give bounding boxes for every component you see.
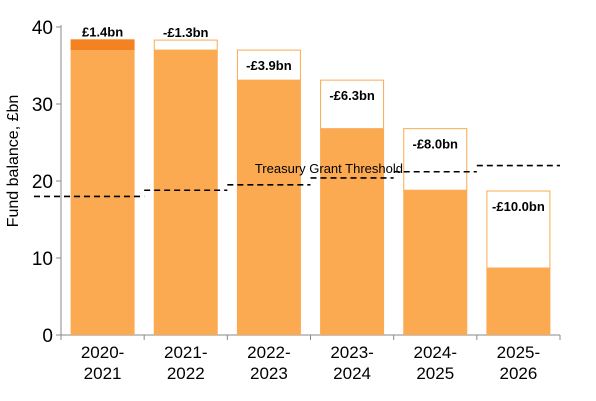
data-label: -£10.0bn: [492, 199, 545, 214]
y-tick-label: 0: [42, 326, 53, 347]
x-tick-label: 2023-2024: [330, 343, 373, 383]
data-label: £1.4bn: [82, 24, 123, 39]
y-tick-label: 20: [32, 172, 53, 193]
x-tick-label: 2022-2023: [247, 343, 290, 383]
x-tick-label: 2024-2025: [414, 343, 457, 383]
x-tick-label: 2021-2022: [164, 343, 207, 383]
x-axis: 2020-2021 2021-2022 2022-2023 2023-2024 2024…: [60, 334, 561, 383]
data-label: -£3.9bn: [246, 58, 292, 73]
balance-bar: [486, 268, 551, 335]
y-axis: 0 10 20 30 40: [32, 18, 62, 347]
x-tick-label: 2020-2021: [81, 343, 124, 383]
x-tick-label: 2025-2026: [497, 343, 540, 383]
y-tick-label: 30: [32, 95, 53, 116]
y-tick-label: 40: [32, 18, 53, 39]
decrease-bar: [403, 128, 468, 191]
balance-bar: [236, 80, 301, 335]
threshold-label: Treasury Grant Threshold: [255, 161, 403, 176]
balance-bar: [320, 128, 385, 335]
increase-bar: [70, 39, 135, 51]
bars: [70, 39, 551, 335]
treasury-grant-threshold: Treasury Grant Threshold: [34, 161, 560, 198]
data-label: -£8.0bn: [412, 137, 458, 152]
data-label: -£1.3bn: [163, 25, 209, 40]
balance-bar: [403, 190, 468, 335]
y-tick-label: 10: [32, 249, 53, 270]
data-label: -£6.3bn: [329, 88, 375, 103]
decrease-bar: [153, 39, 218, 51]
decrease-bar: [486, 190, 551, 269]
decrease-bar: [320, 79, 385, 130]
y-axis-label: Fund balance, £bn: [5, 95, 22, 228]
data-labels: £1.4bn -£1.3bn -£3.9bn -£6.3bn -£8.0bn -£10.0…: [82, 24, 545, 214]
balance-bar: [153, 50, 218, 335]
balance-bar: [70, 50, 135, 335]
